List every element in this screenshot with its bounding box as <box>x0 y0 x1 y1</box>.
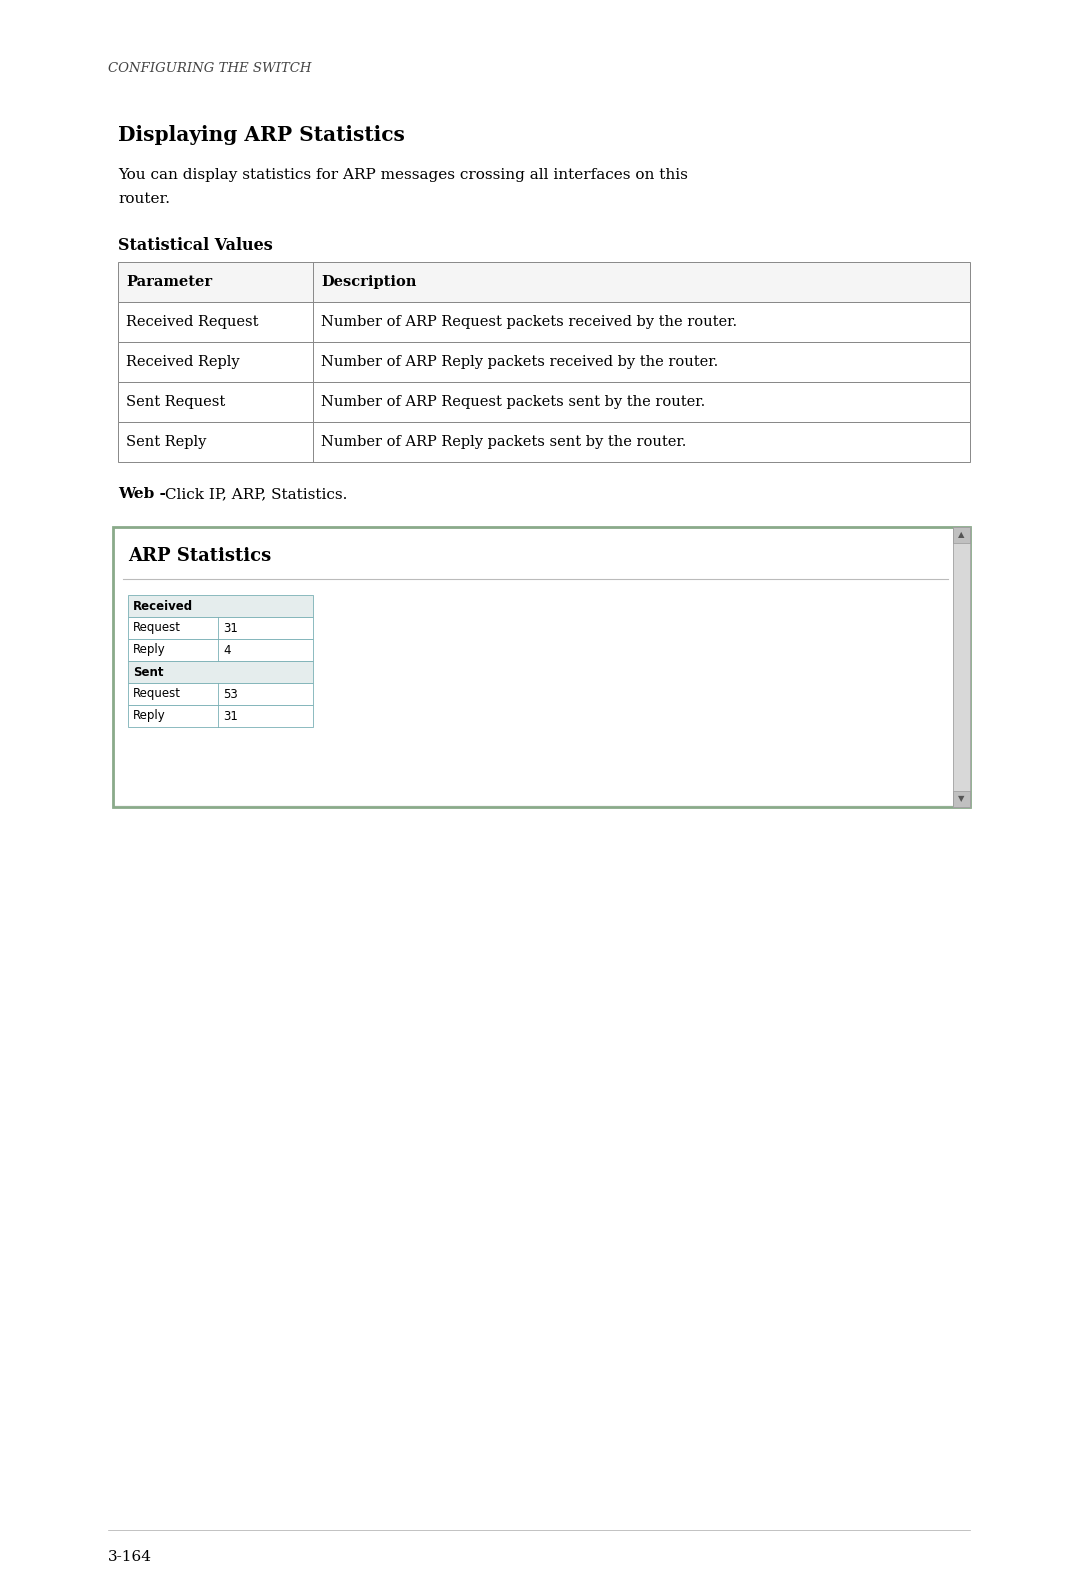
Text: Number of ARP Request packets received by the router.: Number of ARP Request packets received b… <box>321 316 738 330</box>
Text: Statistical Values: Statistical Values <box>118 237 273 254</box>
Text: You can display statistics for ARP messages crossing all interfaces on this: You can display statistics for ARP messa… <box>118 168 688 182</box>
Text: 53: 53 <box>222 688 238 700</box>
Bar <box>114 529 953 805</box>
Text: Reply: Reply <box>133 644 165 656</box>
Text: ARP Statistics: ARP Statistics <box>129 546 271 565</box>
Text: ▼: ▼ <box>958 794 964 804</box>
Bar <box>953 528 970 543</box>
Bar <box>129 661 313 683</box>
Text: CONFIGURING THE SWITCH: CONFIGURING THE SWITCH <box>108 61 311 75</box>
Text: Request: Request <box>133 622 181 634</box>
Text: Displaying ARP Statistics: Displaying ARP Statistics <box>118 126 405 144</box>
Text: Number of ARP Reply packets sent by the router.: Number of ARP Reply packets sent by the … <box>321 435 687 449</box>
Text: 4: 4 <box>222 644 230 656</box>
Text: Web -: Web - <box>118 487 166 501</box>
Bar <box>118 301 970 342</box>
Bar <box>113 528 970 807</box>
Bar <box>953 791 970 807</box>
Text: Received Request: Received Request <box>126 316 258 330</box>
Text: ▲: ▲ <box>958 531 964 540</box>
Text: router.: router. <box>118 192 170 206</box>
Text: Request: Request <box>133 688 181 700</box>
Text: Reply: Reply <box>133 710 165 722</box>
Text: Sent: Sent <box>133 666 163 678</box>
Text: Sent Reply: Sent Reply <box>126 435 206 449</box>
Bar <box>118 422 970 462</box>
Text: 3-164: 3-164 <box>108 1550 152 1564</box>
Text: Number of ARP Request packets sent by the router.: Number of ARP Request packets sent by th… <box>321 396 705 410</box>
Text: Received Reply: Received Reply <box>126 355 240 369</box>
Text: Description: Description <box>321 275 417 289</box>
Text: 31: 31 <box>222 622 238 634</box>
Bar <box>118 262 970 301</box>
Text: Sent Request: Sent Request <box>126 396 226 410</box>
Bar <box>129 617 313 639</box>
Text: Received: Received <box>133 600 193 612</box>
Bar <box>129 683 313 705</box>
Bar <box>129 639 313 661</box>
Bar <box>118 342 970 382</box>
Bar <box>129 595 313 617</box>
Text: Number of ARP Reply packets received by the router.: Number of ARP Reply packets received by … <box>321 355 718 369</box>
Text: Click IP, ARP, Statistics.: Click IP, ARP, Statistics. <box>160 487 348 501</box>
Text: 31: 31 <box>222 710 238 722</box>
Text: Parameter: Parameter <box>126 275 212 289</box>
Bar <box>953 528 970 807</box>
Bar <box>129 705 313 727</box>
Bar <box>118 382 970 422</box>
